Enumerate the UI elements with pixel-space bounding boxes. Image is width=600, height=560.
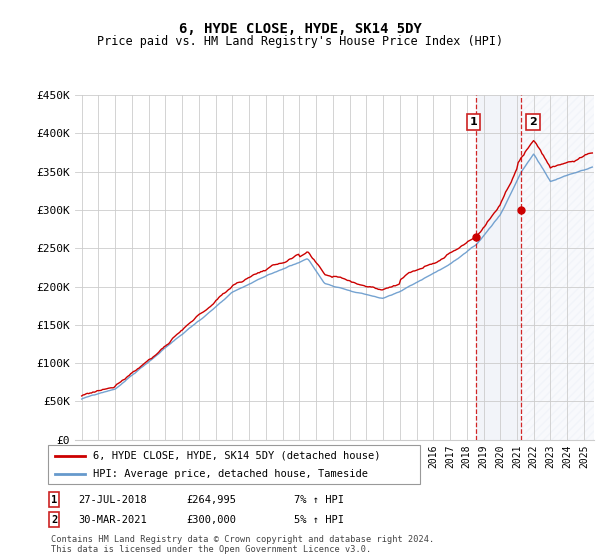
Text: 30-MAR-2021: 30-MAR-2021 <box>78 515 147 525</box>
Text: 27-JUL-2018: 27-JUL-2018 <box>78 494 147 505</box>
Text: 6, HYDE CLOSE, HYDE, SK14 5DY: 6, HYDE CLOSE, HYDE, SK14 5DY <box>179 22 421 36</box>
Text: 6, HYDE CLOSE, HYDE, SK14 5DY (detached house): 6, HYDE CLOSE, HYDE, SK14 5DY (detached … <box>92 451 380 461</box>
Bar <box>521 95 594 440</box>
FancyBboxPatch shape <box>48 445 420 484</box>
Text: £300,000: £300,000 <box>186 515 236 525</box>
Text: 1: 1 <box>51 494 57 505</box>
Text: Price paid vs. HM Land Registry's House Price Index (HPI): Price paid vs. HM Land Registry's House … <box>97 35 503 48</box>
Text: £264,995: £264,995 <box>186 494 236 505</box>
Text: 2: 2 <box>51 515 57 525</box>
Text: 2: 2 <box>529 117 537 127</box>
Bar <box>476 95 521 440</box>
Text: Contains HM Land Registry data © Crown copyright and database right 2024.
This d: Contains HM Land Registry data © Crown c… <box>51 535 434 554</box>
Text: 1: 1 <box>470 117 478 127</box>
Text: HPI: Average price, detached house, Tameside: HPI: Average price, detached house, Tame… <box>92 469 368 479</box>
Text: 5% ↑ HPI: 5% ↑ HPI <box>294 515 344 525</box>
Text: 7% ↑ HPI: 7% ↑ HPI <box>294 494 344 505</box>
